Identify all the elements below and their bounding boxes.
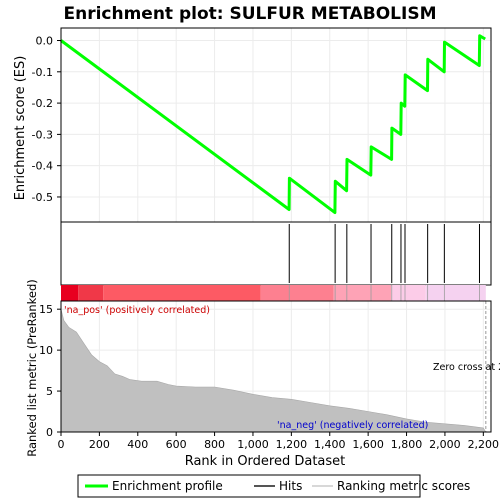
enrichment-profile-line — [60, 34, 486, 215]
x-tick-label: 0 — [58, 438, 65, 451]
legend-entry-hits: Hits — [279, 479, 302, 493]
legend-entry-metric: Ranking metric scores — [337, 479, 470, 493]
heatmap-segment — [391, 285, 426, 301]
x-tick-label: 200 — [89, 438, 110, 451]
positive-correlation-label: 'na_pos' (positively correlated) — [64, 305, 210, 316]
negative-correlation-label: 'na_neg' (negatively correlated) — [277, 420, 428, 431]
legend-box — [77, 474, 421, 498]
heatmap-segment — [260, 285, 334, 301]
x-tick-label: 1,400 — [314, 438, 346, 451]
zero-cross-label: Zero cross at 2 — [433, 362, 500, 373]
heatmap-segment — [78, 285, 104, 301]
x-tick-label: 2,000 — [429, 438, 461, 451]
x-tick-label: 600 — [166, 438, 187, 451]
heatmap-segment — [103, 285, 261, 301]
es-y-tick-label: -0.3 — [32, 128, 53, 141]
metric-y-tick-label: 10 — [39, 344, 53, 357]
heatmap-segment — [333, 285, 392, 301]
metric-y-tick-label: 15 — [39, 303, 53, 316]
legend-entry-enrichment: Enrichment profile — [112, 479, 223, 493]
es-y-tick-label: -0.1 — [32, 66, 53, 79]
hits-panel — [60, 221, 492, 301]
es-y-tick-label: -0.2 — [32, 97, 53, 110]
x-tick-label: 1,800 — [391, 438, 423, 451]
metric-plot-frame — [60, 300, 492, 433]
es-y-tick-label: 0.0 — [36, 35, 54, 48]
es-panel: 0.0 -0.1 -0.2 -0.3 -0.4 -0.5 — [32, 27, 492, 223]
x-tick-label: 1,200 — [276, 438, 308, 451]
es-y-tick-label: -0.4 — [32, 160, 53, 173]
heatmap-segment — [61, 285, 79, 301]
x-tick-label: 800 — [204, 438, 225, 451]
x-tick-label: 2,200 — [468, 438, 500, 451]
ranking-metric-area — [60, 309, 487, 433]
x-tick-label: 1,000 — [237, 438, 269, 451]
metric-panel: 0 5 10 15 'na_pos' (positively correlated) 'n… — [39, 300, 500, 451]
es-axis-label: Enrichment score (ES) — [13, 56, 28, 201]
hits-plot-frame — [60, 221, 492, 286]
x-axis-label: Rank in Ordered Dataset — [185, 454, 346, 469]
metric-y-tick-label: 0 — [46, 426, 53, 439]
metric-axis-label: Ranked list metric (PreRanked) — [25, 279, 39, 457]
es-y-tick-label: -0.5 — [32, 191, 53, 204]
legend: Enrichment profile Hits Ranking metric s… — [77, 474, 470, 498]
chart-title: Enrichment plot: SULFUR METABOLISM — [63, 4, 436, 24]
x-tick-label: 1,600 — [352, 438, 384, 451]
metric-y-tick-label: 5 — [46, 385, 53, 398]
es-plot-area — [61, 28, 491, 222]
heatmap-segment — [425, 285, 486, 301]
x-tick-label: 400 — [127, 438, 148, 451]
